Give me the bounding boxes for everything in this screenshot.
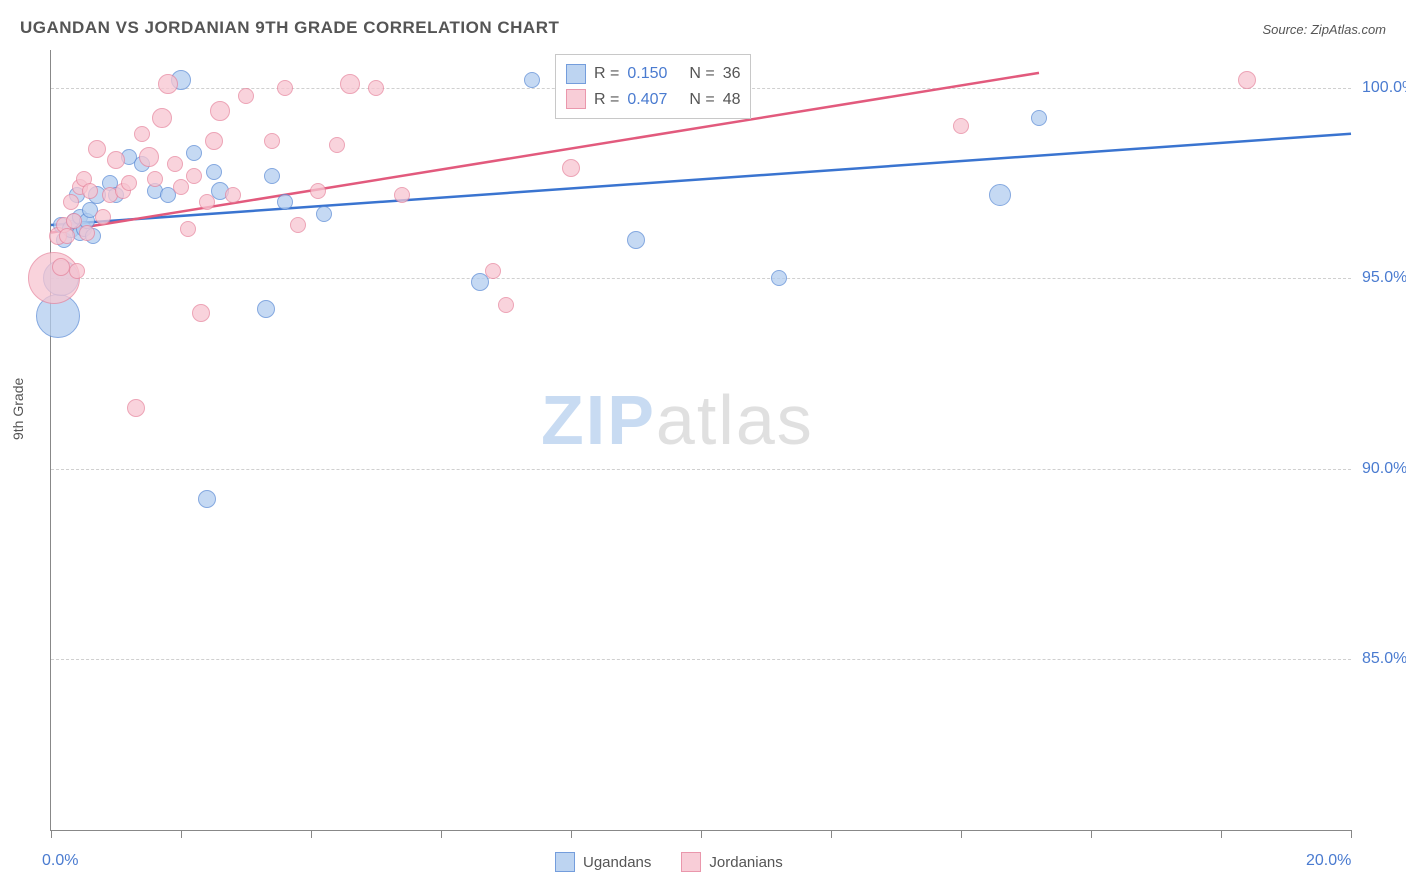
trend-line [51,134,1351,225]
x-tick [571,830,572,838]
data-point [79,225,95,241]
data-point [290,217,306,233]
legend-swatch [566,64,586,84]
x-tick-label: 20.0% [1306,852,1351,870]
legend-series: Ugandans Jordanians [555,852,783,872]
data-point [264,168,280,184]
legend-r-label: R = [594,61,619,87]
data-point [63,194,79,210]
legend-item: Jordanians [681,852,782,872]
x-tick [831,830,832,838]
data-point [134,126,150,142]
data-point [394,187,410,203]
legend-r-label: R = [594,87,619,113]
data-point [192,304,210,322]
data-point [329,137,345,153]
x-tick [1351,830,1352,838]
data-point [316,206,332,222]
data-point [139,147,159,167]
data-point [52,258,70,276]
x-tick [51,830,52,838]
y-tick-label: 95.0% [1362,269,1406,287]
data-point [88,140,106,158]
legend-stat-row: R = 0.150 N = 36 [566,61,740,87]
data-point [152,108,172,128]
data-point [310,183,326,199]
data-point [225,187,241,203]
data-point [205,132,223,150]
x-tick [181,830,182,838]
legend-item-label: Jordanians [709,854,782,871]
data-point [498,297,514,313]
chart-source: Source: ZipAtlas.com [1262,22,1386,37]
legend-n-value: 36 [723,61,741,87]
x-tick-label: 0.0% [42,852,78,870]
data-point [69,263,85,279]
data-point [210,101,230,121]
legend-stat-row: R = 0.407 N = 48 [566,87,740,113]
y-tick-label: 90.0% [1362,460,1406,478]
data-point [82,183,98,199]
x-tick [1221,830,1222,838]
x-tick [1091,830,1092,838]
legend-n-label: N = [689,61,714,87]
data-point [277,80,293,96]
chart-title: UGANDAN VS JORDANIAN 9TH GRADE CORRELATI… [20,18,559,38]
x-tick [441,830,442,838]
legend-stats: R = 0.150 N = 36 R = 0.407 N = 48 [555,54,751,119]
x-tick [311,830,312,838]
x-tick [701,830,702,838]
legend-swatch [555,852,575,872]
y-tick-label: 100.0% [1362,79,1406,97]
data-point [206,164,222,180]
y-tick-label: 85.0% [1362,650,1406,668]
data-point [257,300,275,318]
legend-n-value: 48 [723,87,741,113]
data-point [186,145,202,161]
data-point [989,184,1011,206]
data-point [173,179,189,195]
chart-container: UGANDAN VS JORDANIAN 9TH GRADE CORRELATI… [0,0,1406,892]
legend-item-label: Ugandans [583,854,651,871]
data-point [562,159,580,177]
data-point [180,221,196,237]
legend-item: Ugandans [555,852,651,872]
legend-r-value: 0.407 [627,87,681,113]
legend-r-value: 0.150 [627,61,681,87]
data-point [485,263,501,279]
legend-swatch [566,89,586,109]
data-point [953,118,969,134]
data-point [167,156,183,172]
data-point [127,399,145,417]
data-point [368,80,384,96]
legend-swatch [681,852,701,872]
data-point [66,213,82,229]
lines-layer [51,50,1351,830]
data-point [186,168,202,184]
data-point [238,88,254,104]
plot-area: ZIPatlas [50,50,1351,831]
y-axis-label: 9th Grade [10,378,26,440]
x-tick [961,830,962,838]
legend-n-label: N = [689,87,714,113]
data-point [198,490,216,508]
